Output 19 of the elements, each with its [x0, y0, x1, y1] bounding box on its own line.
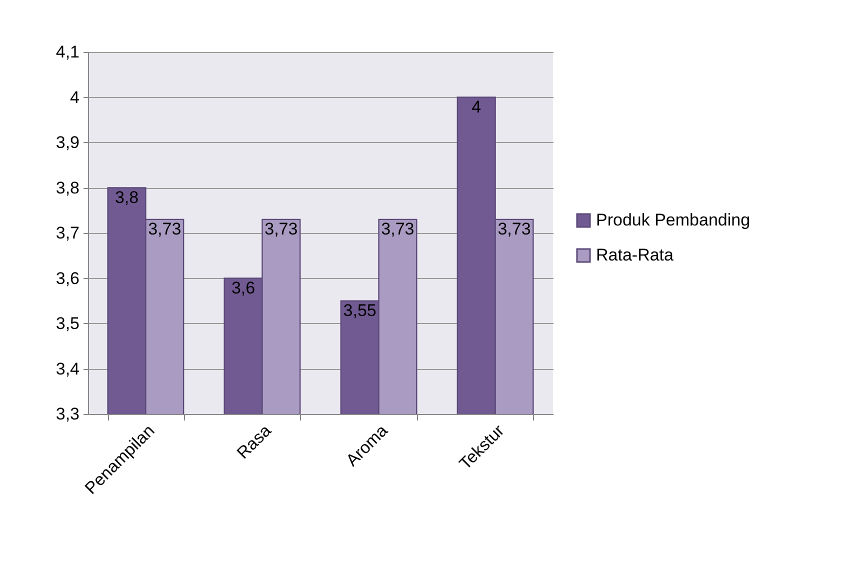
y-tick-label: 4: [70, 88, 80, 107]
legend-label: Produk Pembanding: [596, 210, 750, 230]
data-label: 4: [472, 97, 482, 116]
y-tick-label: 3,3: [56, 404, 80, 424]
y-tick-label: 3,5: [56, 314, 80, 333]
y-tick-label: 3,8: [56, 178, 80, 198]
y-tick-label: 3,7: [56, 224, 80, 242]
y-tick-label: 3,9: [56, 133, 80, 152]
data-label: 3,8: [114, 188, 139, 207]
y-tick-label: 3,4: [56, 359, 80, 378]
y-tick-label: 4,1: [56, 42, 80, 62]
legend-label: Rata-Rata: [596, 246, 674, 264]
data-label: 3,73: [264, 219, 298, 238]
data-label: 3,6: [231, 278, 256, 298]
y-tick-label: 3,6: [56, 268, 80, 288]
data-label: 3,73: [381, 219, 414, 238]
data-label: 3,73: [148, 219, 182, 238]
data-label: 3,55: [343, 300, 376, 320]
data-label: 3,73: [498, 219, 531, 238]
